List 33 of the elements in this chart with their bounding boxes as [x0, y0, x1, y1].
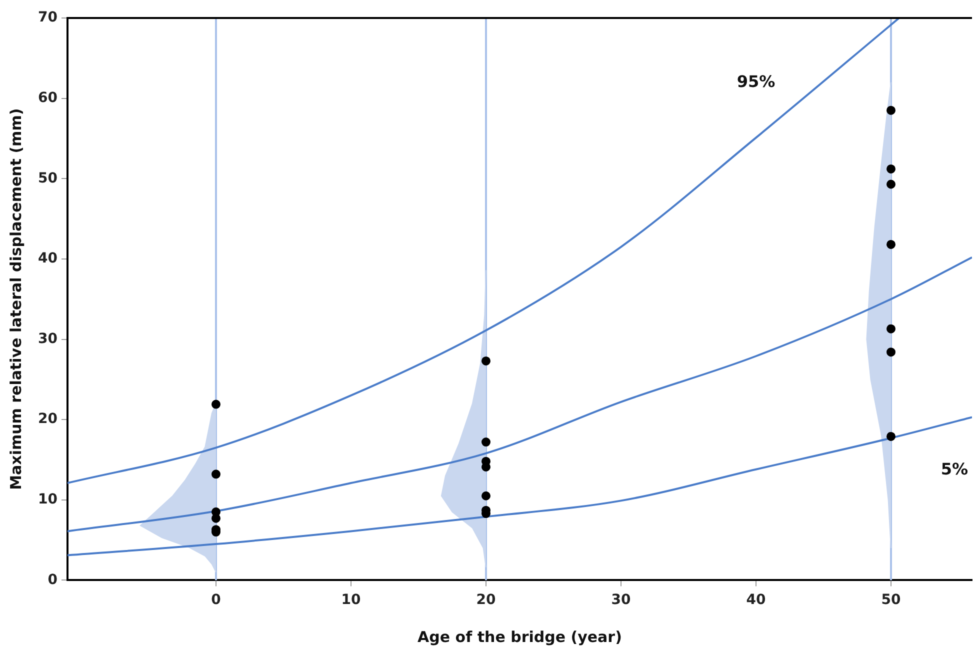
x-axis-title: Age of the bridge (year): [418, 628, 622, 646]
point: [886, 348, 896, 357]
point: [481, 491, 490, 500]
x-tick-label: 0: [211, 592, 222, 608]
line-series: [67, 416, 972, 556]
y-tick-label: 30: [38, 330, 58, 347]
point: [211, 400, 220, 409]
y-tick-label: 20: [38, 411, 58, 428]
point: [481, 438, 490, 447]
line-series: [67, 18, 900, 484]
y-tick-label: 10: [38, 492, 58, 508]
annotation: 95%: [736, 72, 776, 91]
point: [886, 432, 896, 441]
y-tick-label: 50: [38, 170, 58, 186]
y-axis-title: Maximum relative lateral displacement (mm): [6, 108, 25, 490]
point: [886, 164, 896, 174]
point: [481, 356, 490, 366]
y-tick-label: 40: [38, 250, 58, 267]
line-series: [67, 256, 972, 532]
point: [886, 324, 896, 334]
point: [886, 106, 896, 115]
y-tick-label: 0: [48, 572, 58, 588]
x-tick-label: 10: [341, 592, 361, 608]
point: [886, 180, 896, 189]
x-tick-label: 30: [611, 592, 631, 608]
point: [886, 240, 896, 249]
point: [211, 470, 220, 479]
y-tick-label: 60: [38, 90, 58, 106]
x-tick-label: 40: [746, 592, 766, 608]
x-tick-label: 50: [881, 592, 901, 608]
y-tick-label: 70: [38, 10, 58, 26]
annotation: 5%: [940, 459, 968, 478]
x-tick-label: 20: [476, 592, 496, 608]
